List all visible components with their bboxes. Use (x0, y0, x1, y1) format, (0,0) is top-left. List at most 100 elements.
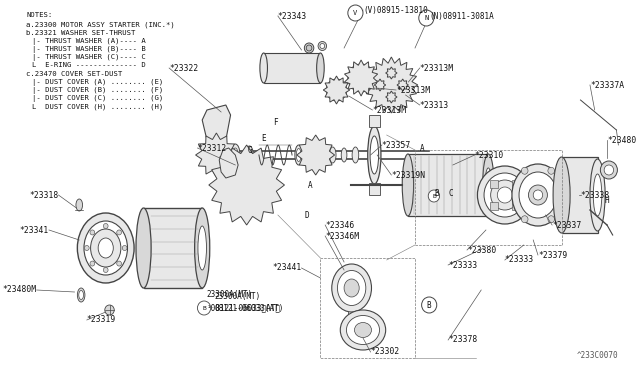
Bar (490, 202, 498, 210)
Text: *23338: *23338 (580, 190, 610, 199)
Text: |- THRUST WASHER (C)---- C: |- THRUST WASHER (C)---- C (32, 54, 146, 61)
Text: B: B (432, 193, 436, 199)
Text: *23480M: *23480M (3, 285, 36, 295)
Bar (143, 208, 202, 288)
Ellipse shape (483, 154, 494, 216)
Ellipse shape (237, 175, 256, 195)
Circle shape (198, 301, 211, 315)
Text: *23480: *23480 (607, 135, 636, 144)
Text: *23302: *23302 (371, 347, 400, 356)
Text: *23343: *23343 (278, 12, 307, 20)
Text: *23319: *23319 (87, 315, 116, 324)
Text: *23337A: *23337A (590, 80, 624, 90)
Circle shape (348, 5, 363, 21)
Ellipse shape (317, 53, 324, 83)
Bar (415, 150, 561, 245)
Ellipse shape (91, 229, 121, 267)
Polygon shape (297, 135, 335, 175)
Text: 23300A(MT): 23300A(MT) (214, 292, 260, 301)
Text: A: A (420, 144, 424, 153)
Bar (369, 183, 380, 195)
Ellipse shape (246, 146, 253, 164)
Text: |- DUST COVER (B) ........ (F): |- DUST COVER (B) ........ (F) (32, 87, 163, 94)
Ellipse shape (122, 246, 127, 250)
Ellipse shape (198, 226, 207, 270)
Ellipse shape (230, 144, 240, 166)
Polygon shape (220, 148, 238, 178)
Text: a.23300 MOTOR ASSY STARTER (INC.*): a.23300 MOTOR ASSY STARTER (INC.*) (26, 21, 175, 28)
Text: *23441: *23441 (272, 263, 301, 273)
Ellipse shape (77, 213, 134, 283)
Ellipse shape (344, 279, 359, 297)
Ellipse shape (522, 167, 528, 174)
Ellipse shape (484, 173, 525, 217)
Ellipse shape (195, 208, 210, 288)
Ellipse shape (104, 224, 108, 228)
Ellipse shape (295, 145, 303, 165)
Circle shape (428, 190, 440, 202)
Bar (512, 180, 519, 188)
Text: |- DUST COVER (C) ........ (G): |- DUST COVER (C) ........ (G) (32, 95, 163, 102)
Circle shape (419, 10, 434, 26)
Ellipse shape (320, 44, 324, 48)
Ellipse shape (351, 68, 371, 88)
Text: *23346M: *23346M (325, 231, 359, 241)
Ellipse shape (104, 267, 108, 273)
Ellipse shape (553, 157, 570, 233)
Text: c.23470 COVER SET-DUST: c.23470 COVER SET-DUST (26, 71, 122, 77)
Ellipse shape (548, 167, 554, 174)
Text: |- THRUST WASHER (B)---- B: |- THRUST WASHER (B)---- B (32, 46, 146, 53)
Ellipse shape (136, 208, 151, 288)
Ellipse shape (318, 42, 326, 51)
Text: H: H (604, 196, 609, 205)
Text: (N)08911-3081A: (N)08911-3081A (429, 12, 494, 20)
Ellipse shape (330, 147, 336, 163)
Polygon shape (202, 105, 230, 148)
Ellipse shape (263, 193, 271, 202)
Ellipse shape (352, 147, 359, 163)
Text: L  E-RING -------------- D: L E-RING -------------- D (32, 62, 146, 68)
Text: D: D (305, 211, 309, 219)
Ellipse shape (402, 154, 413, 216)
Text: b.23321 WASHER SET-THRUST: b.23321 WASHER SET-THRUST (26, 30, 136, 36)
Bar (512, 202, 519, 210)
Ellipse shape (98, 238, 113, 258)
Polygon shape (365, 57, 418, 113)
Ellipse shape (497, 187, 513, 203)
Bar (408, 154, 488, 216)
Ellipse shape (477, 166, 532, 224)
Ellipse shape (332, 264, 371, 312)
Text: *23313M: *23313M (396, 86, 430, 94)
Text: *23337: *23337 (552, 221, 581, 230)
Text: *23341: *23341 (20, 225, 49, 234)
Ellipse shape (310, 149, 321, 161)
Bar (561, 157, 598, 233)
Text: C: C (448, 189, 452, 198)
Text: A: A (308, 180, 313, 189)
Ellipse shape (79, 291, 83, 299)
Text: *23310: *23310 (475, 151, 504, 160)
Text: 23300A(MT): 23300A(MT) (207, 291, 253, 299)
Polygon shape (397, 79, 408, 91)
Bar (369, 115, 380, 127)
Text: *23313M: *23313M (372, 106, 406, 115)
Text: *23312: *23312 (198, 144, 227, 153)
Text: ^233C0070: ^233C0070 (577, 351, 618, 360)
Ellipse shape (368, 126, 381, 184)
Ellipse shape (90, 261, 95, 266)
Ellipse shape (209, 147, 224, 163)
Ellipse shape (222, 169, 230, 176)
Ellipse shape (593, 174, 602, 216)
Text: B: B (434, 189, 438, 198)
Ellipse shape (90, 230, 95, 235)
Ellipse shape (313, 152, 319, 158)
Ellipse shape (491, 180, 519, 210)
Ellipse shape (116, 230, 122, 235)
Text: G: G (248, 145, 252, 154)
Polygon shape (386, 91, 397, 103)
Ellipse shape (522, 216, 528, 223)
Text: |- THRUST WASHER (A)---- A: |- THRUST WASHER (A)---- A (32, 38, 146, 45)
Polygon shape (196, 133, 237, 177)
Ellipse shape (600, 161, 618, 179)
Ellipse shape (333, 86, 340, 94)
